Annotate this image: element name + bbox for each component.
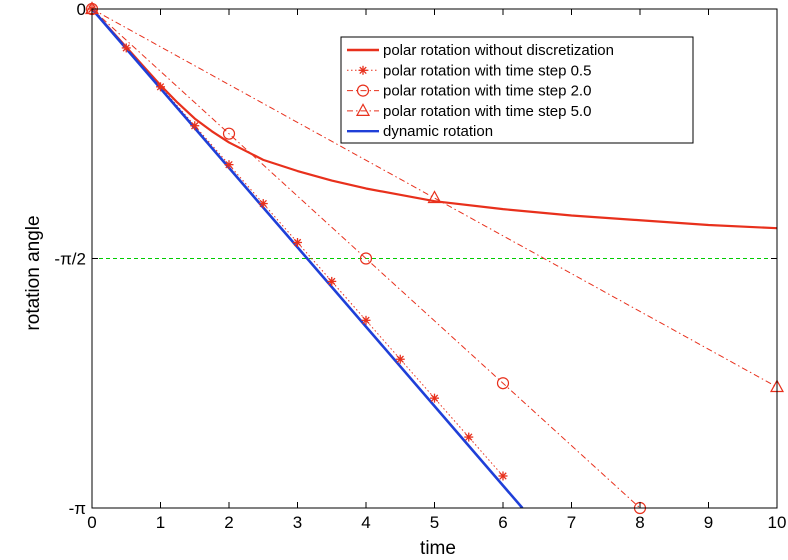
series-1-point-2 bbox=[156, 82, 165, 92]
series-1-point-9 bbox=[395, 354, 405, 364]
x-axis-title: time bbox=[420, 538, 456, 559]
series-line-3 bbox=[92, 9, 777, 388]
series-2-point-1 bbox=[222, 127, 236, 140]
series-line-2 bbox=[92, 9, 641, 508]
x-tick-label-8: 8 bbox=[635, 513, 644, 532]
legend-marker-2 bbox=[356, 84, 370, 97]
series-1-point-3 bbox=[190, 121, 200, 131]
series-1-point-1 bbox=[121, 43, 131, 53]
series-1-point-4 bbox=[224, 160, 234, 170]
x-tick-label-0: 0 bbox=[87, 513, 96, 532]
series-1-point-6 bbox=[293, 237, 302, 247]
y-tick-label-1: -π/2 bbox=[54, 250, 86, 269]
x-tick-label-2: 2 bbox=[224, 513, 233, 532]
plot-area bbox=[84, 1, 785, 515]
series-line-0 bbox=[92, 9, 777, 230]
axes: 0 1 2 3 4 5 6 7 8 9 10 0 -π/2 -π bbox=[54, 0, 786, 532]
series-line-4 bbox=[92, 9, 524, 508]
x-tick-label-5: 5 bbox=[430, 513, 439, 532]
x-tick-label-1: 1 bbox=[156, 513, 165, 532]
series-2-point-3 bbox=[496, 377, 510, 390]
x-tick-label-10: 10 bbox=[768, 513, 787, 532]
legend-label-3: polar rotation with time step 5.0 bbox=[383, 103, 591, 120]
y-tick-label-0: 0 bbox=[77, 0, 86, 19]
legend-marker-1 bbox=[358, 65, 368, 75]
series-1-point-10 bbox=[430, 393, 439, 403]
legend-label-0: polar rotation without discretization bbox=[383, 42, 614, 59]
legend-label-1: polar rotation with time step 0.5 bbox=[383, 62, 591, 79]
series-1-point-5 bbox=[258, 199, 268, 209]
x-tick-label-9: 9 bbox=[704, 513, 713, 532]
x-tick-label-3: 3 bbox=[293, 513, 302, 532]
series-3-point-1 bbox=[427, 190, 442, 204]
y-axis-title: rotation angle bbox=[23, 215, 44, 330]
legend-box bbox=[340, 36, 694, 144]
series-1-point-11 bbox=[464, 432, 474, 442]
y-tick-label-2: -π bbox=[69, 499, 86, 518]
series-1-point-8 bbox=[361, 315, 371, 325]
x-tick-label-4: 4 bbox=[361, 513, 370, 532]
series-1-point-7 bbox=[327, 276, 337, 286]
x-tick-label-6: 6 bbox=[498, 513, 507, 532]
legend-label-2: polar rotation with time step 2.0 bbox=[383, 83, 591, 100]
legend: polar rotation without discretization pol… bbox=[340, 36, 694, 144]
series-2-point-2 bbox=[359, 252, 373, 265]
x-tick-label-7: 7 bbox=[567, 513, 576, 532]
legend-label-4: dynamic rotation bbox=[383, 123, 493, 140]
legend-marker-3 bbox=[355, 103, 371, 117]
series-1-point-12 bbox=[498, 471, 508, 481]
